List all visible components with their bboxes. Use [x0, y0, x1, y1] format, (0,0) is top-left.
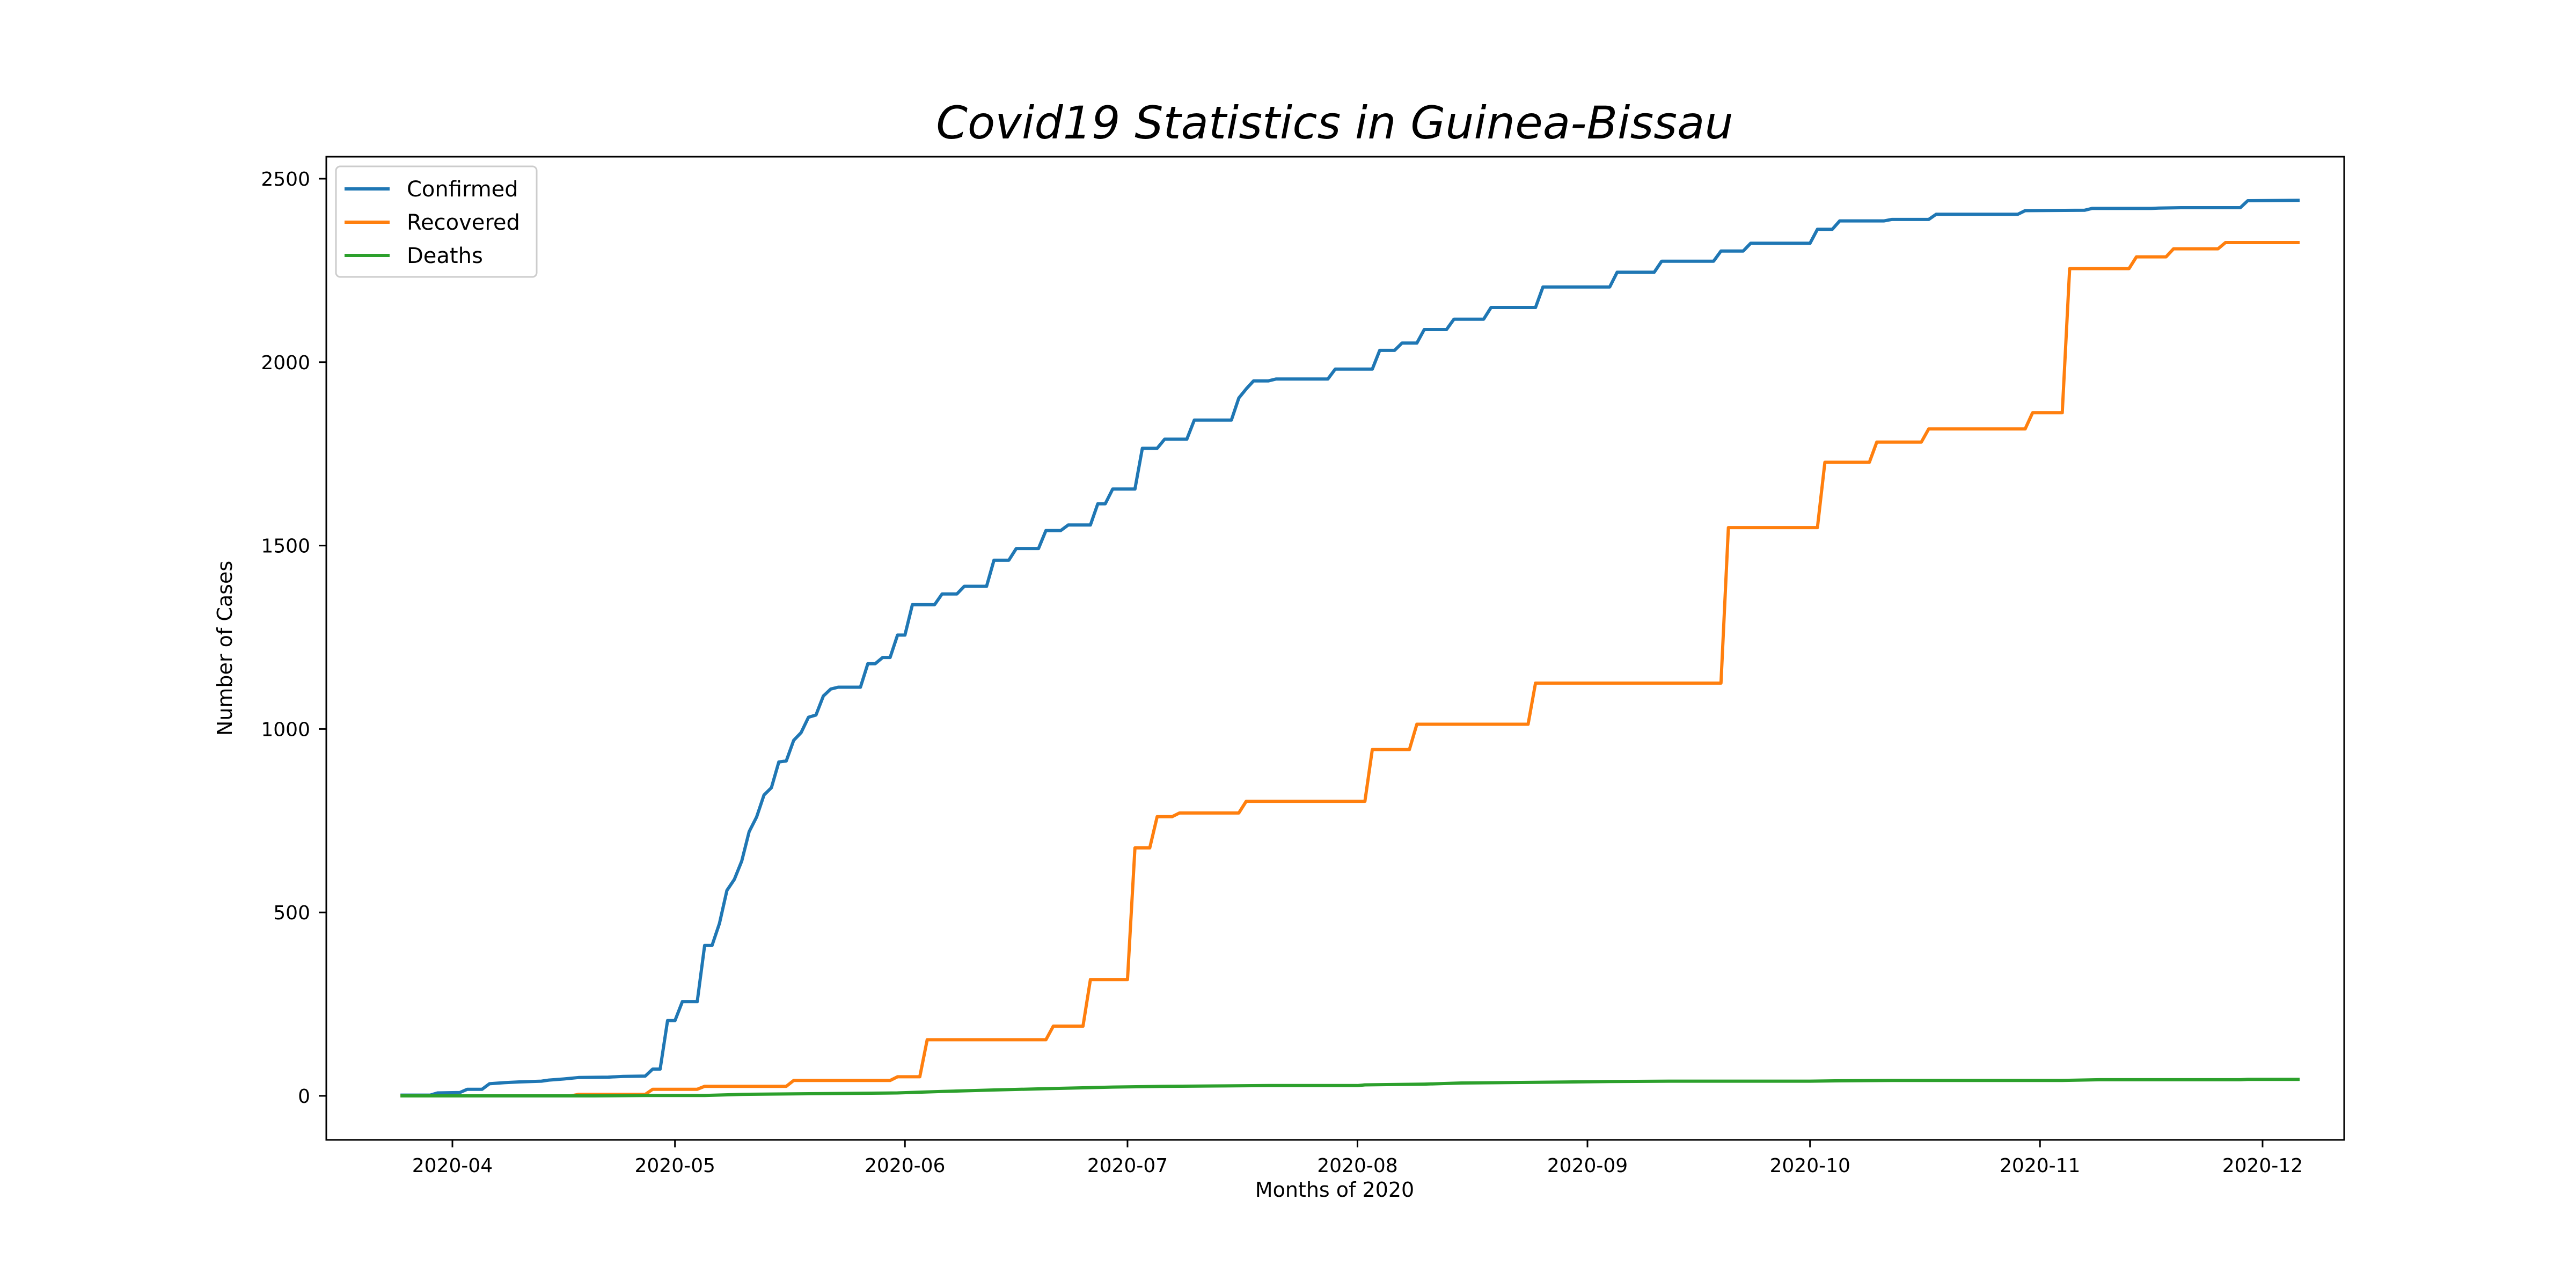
- legend: Confirmed Recovered Deaths: [335, 165, 538, 278]
- x-axis-label: Months of 2020: [1255, 1178, 1414, 1202]
- chart-title: Covid19 Statistics in Guinea-Bissau: [936, 97, 1733, 149]
- series-line-deaths: [400, 1078, 2300, 1097]
- y-tick-label: 0: [298, 1086, 310, 1108]
- y-tick-label: 2500: [261, 169, 310, 191]
- legend-label-recovered: Recovered: [407, 210, 520, 235]
- legend-label-confirmed: Confirmed: [407, 177, 518, 202]
- y-tick-label: 1000: [261, 719, 310, 741]
- x-tick-label: 2020-11: [2000, 1155, 2080, 1177]
- y-tick-label: 2000: [261, 352, 310, 374]
- x-tick-label: 2020-04: [412, 1155, 493, 1177]
- series-line-confirmed: [400, 199, 2300, 1097]
- x-tick-label: 2020-10: [1769, 1155, 1850, 1177]
- plot-area: [400, 199, 2300, 1097]
- series-line-recovered: [400, 241, 2300, 1097]
- x-tick-label: 2020-09: [1547, 1155, 1628, 1177]
- y-tick-label: 1500: [261, 536, 310, 558]
- x-tick-label: 2020-06: [865, 1155, 945, 1177]
- legend-box: [335, 165, 538, 278]
- x-tick-label: 2020-12: [2222, 1155, 2303, 1177]
- x-tick-label: 2020-07: [1087, 1155, 1168, 1177]
- legend-label-deaths: Deaths: [407, 244, 483, 268]
- axes: 0 500 1000 1500 2000 2500 2020-04 2020-05 2020-0…: [261, 156, 2345, 1177]
- x-tick-label: 2020-05: [634, 1155, 715, 1177]
- x-tick-label: 2020-08: [1317, 1155, 1397, 1177]
- y-tick-label: 500: [273, 902, 310, 924]
- plot-frame: [325, 156, 2345, 1141]
- y-axis-label: Number of Cases: [213, 561, 237, 736]
